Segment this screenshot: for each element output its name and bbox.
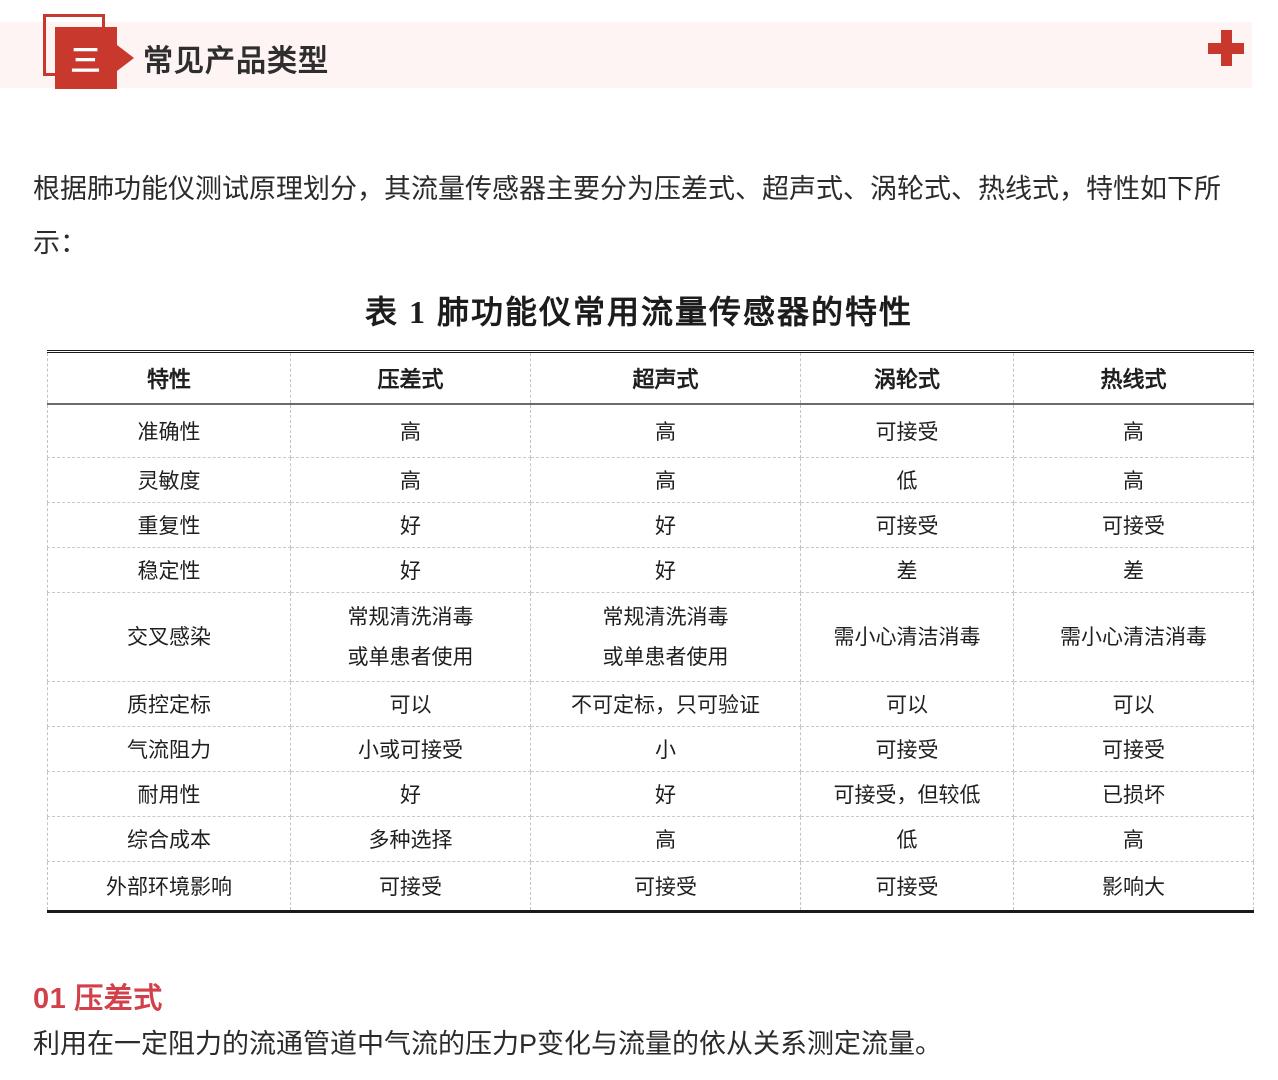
table-cell: 可接受 bbox=[800, 726, 1014, 772]
table-cell: 影响大 bbox=[1013, 861, 1254, 913]
table-row: 稳定性好好差差 bbox=[47, 547, 1254, 593]
spec-table-container: 特性 压差式 超声式 涡轮式 热线式 准确性高高可接受高灵敏度高高低高重复性好好可接受可… bbox=[47, 350, 1254, 913]
table-cell: 小或可接受 bbox=[290, 726, 531, 772]
page-title: 常见产品类型 bbox=[143, 45, 329, 78]
table-cell: 可接受 bbox=[800, 502, 1014, 548]
table-cell: 不可定标，只可验证 bbox=[530, 681, 801, 727]
table-cell: 常规清洗消毒 或单患者使用 bbox=[530, 592, 801, 682]
table-cell: 好 bbox=[530, 502, 801, 548]
table-row: 准确性高高可接受高 bbox=[47, 404, 1254, 458]
table-cell: 可接受 bbox=[800, 861, 1014, 913]
table-cell: 可接受 bbox=[1013, 502, 1254, 548]
table-row-label: 综合成本 bbox=[47, 816, 291, 862]
table-cell: 可以 bbox=[800, 681, 1014, 727]
table-cell-line: 常规清洗消毒 bbox=[347, 605, 474, 629]
table-header-row: 特性 压差式 超声式 涡轮式 热线式 bbox=[47, 350, 1254, 405]
table-row: 重复性好好可接受 可接受 bbox=[47, 502, 1254, 548]
table-cell: 差 bbox=[1013, 547, 1254, 593]
table-cell: 差 bbox=[800, 547, 1014, 593]
table-cell: 可接受 bbox=[290, 861, 531, 913]
table-row: 外部环境影响 可接受 可接受 可接受 影响大 bbox=[47, 861, 1254, 913]
table-cell-line: 常规清洗消毒 bbox=[602, 605, 729, 629]
subsection-body-text: 利用在一定阻力的流通管道中气流的压力P变化与流量的依从关系测定流量。 bbox=[33, 1029, 943, 1059]
section-number-badge: 三 bbox=[43, 14, 158, 89]
table-cell: 可以 bbox=[1013, 681, 1254, 727]
table-cell: 多种选择 bbox=[290, 816, 531, 862]
table-cell: 好 bbox=[530, 771, 801, 817]
table-cell: 可接受 bbox=[800, 404, 1014, 458]
page-header-band bbox=[0, 22, 1252, 88]
table-cell: 好 bbox=[290, 771, 531, 817]
table-row: 质控定标 可以 不可定标，只可验证 可以 可以 bbox=[47, 681, 1254, 727]
table-cell: 可接受 bbox=[1013, 726, 1254, 772]
table-cell: 好 bbox=[290, 502, 531, 548]
badge-arrow-icon bbox=[117, 45, 134, 71]
table-cell: 高 bbox=[1013, 404, 1254, 458]
table-cell: 高 bbox=[1013, 816, 1254, 862]
table-row-label: 稳定性 bbox=[47, 547, 291, 593]
table-row: 气流阻力 小或可接受小可接受 可接受 bbox=[47, 726, 1254, 772]
table-cell: 可以 bbox=[290, 681, 531, 727]
table-row-label: 重复性 bbox=[47, 502, 291, 548]
table-cell: 小 bbox=[530, 726, 801, 772]
table-row-label: 灵敏度 bbox=[47, 457, 291, 503]
table-cell: 高 bbox=[530, 816, 801, 862]
table-column-header-2: 超声式 bbox=[530, 350, 801, 405]
sensor-spec-table: 特性 压差式 超声式 涡轮式 热线式 准确性高高可接受高灵敏度高高低高重复性好好可接受可… bbox=[47, 350, 1254, 913]
table-column-header-1: 压差式 bbox=[290, 350, 531, 405]
subsection-heading: 01 压差式 bbox=[33, 975, 163, 1017]
table-cell: 高 bbox=[530, 457, 801, 503]
table-caption: 表 1 肺功能仪常用流量传感器的特性 bbox=[364, 294, 913, 330]
table-row-label: 交叉感染 bbox=[47, 592, 291, 682]
table-column-header-0: 特性 bbox=[47, 350, 291, 405]
table-cell-line: 或单患者使用 bbox=[347, 645, 474, 669]
table-cell: 好 bbox=[290, 547, 531, 593]
table-row: 灵敏度高高低高 bbox=[47, 457, 1254, 503]
table-cell: 低 bbox=[800, 816, 1014, 862]
table-cell: 高 bbox=[530, 404, 801, 458]
table-cell: 已损坏 bbox=[1013, 771, 1254, 817]
table-row-label: 质控定标 bbox=[47, 681, 291, 727]
table-cell: 可接受 bbox=[530, 861, 801, 913]
table-cell: 高 bbox=[290, 404, 531, 458]
table-cell: 需小心清洁消毒 bbox=[800, 592, 1014, 682]
table-cell: 可接受，但较低 bbox=[800, 771, 1014, 817]
plus-icon bbox=[1208, 30, 1244, 66]
subsection-number: 01 bbox=[33, 983, 67, 1015]
intro-paragraph: 根据肺功能仪测试原理划分，其流量传感器主要分为压差式、超声式、涡轮式、热线式，特… bbox=[33, 174, 1221, 258]
table-row-label: 外部环境影响 bbox=[47, 861, 291, 913]
table-row: 综合成本 多种选择高低高 bbox=[47, 816, 1254, 862]
table-body: 准确性高高可接受高灵敏度高高低高重复性好好可接受 可接受 稳定性好好差差交叉感染 常规… bbox=[47, 404, 1254, 913]
table-row-label: 准确性 bbox=[47, 404, 291, 458]
table-row: 耐用性好好可接受，但较低 已损坏 bbox=[47, 771, 1254, 817]
subsection-title: 压差式 bbox=[74, 983, 163, 1015]
table-cell: 好 bbox=[530, 547, 801, 593]
table-column-header-3: 涡轮式 bbox=[800, 350, 1014, 405]
table-row-label: 耐用性 bbox=[47, 771, 291, 817]
table-row-label: 气流阻力 bbox=[47, 726, 291, 772]
badge-number-glyph: 三 bbox=[70, 45, 102, 78]
badge-filled-shape bbox=[55, 27, 117, 89]
table-cell: 高 bbox=[290, 457, 531, 503]
table-cell: 高 bbox=[1013, 457, 1254, 503]
table-column-header-4: 热线式 bbox=[1013, 350, 1254, 405]
table-cell-line: 或单患者使用 bbox=[602, 645, 729, 669]
table-header: 特性 压差式 超声式 涡轮式 热线式 bbox=[47, 350, 1254, 405]
table-cell: 需小心清洁消毒 bbox=[1013, 592, 1254, 682]
table-cell: 常规清洗消毒 或单患者使用 bbox=[290, 592, 531, 682]
table-cell: 低 bbox=[800, 457, 1014, 503]
table-row: 交叉感染 常规清洗消毒 或单患者使用 常规清洗消毒 或单患者使用 需小心清洁消毒 需小心清洁… bbox=[47, 592, 1254, 682]
